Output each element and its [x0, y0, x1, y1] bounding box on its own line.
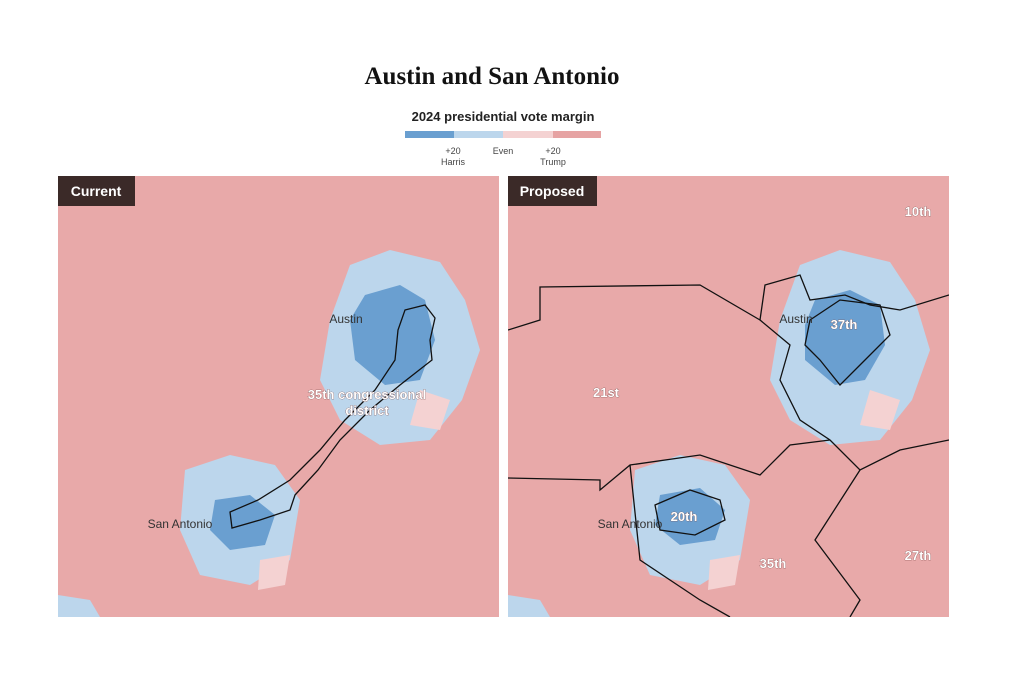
- legend-bar: [405, 131, 601, 138]
- legend-title: 2024 presidential vote margin: [412, 109, 595, 124]
- legend-label: +20: [445, 146, 460, 156]
- place-label: San Antonio: [598, 517, 663, 531]
- district-label: 37th: [831, 317, 858, 332]
- panel-tag-bg: [58, 176, 135, 206]
- panel-tag-bg: [508, 176, 597, 206]
- place-label: Austin: [779, 312, 812, 326]
- legend-label: Even: [493, 146, 514, 156]
- place-label: Austin: [329, 312, 362, 326]
- map-current: [58, 176, 499, 617]
- legend-label: Trump: [540, 157, 566, 167]
- district-label: 27th: [905, 548, 932, 563]
- title: Austin and San Antonio: [365, 63, 620, 90]
- district-label: 20th: [671, 509, 698, 524]
- legend-label: +20: [545, 146, 560, 156]
- district-label: 35th congressional: [308, 387, 426, 402]
- district-label: district: [345, 403, 389, 418]
- legend-label: Harris: [441, 157, 465, 167]
- district-label: 10th: [905, 204, 932, 219]
- panel-tag: Proposed: [520, 183, 585, 199]
- map-proposed: [508, 176, 949, 617]
- district-boundary: [229, 304, 436, 529]
- district-boundaries: [508, 274, 949, 617]
- district-label: 21st: [593, 385, 620, 400]
- district-label: 35th: [760, 556, 787, 571]
- panel-tag: Current: [71, 183, 122, 199]
- place-label: San Antonio: [148, 517, 213, 531]
